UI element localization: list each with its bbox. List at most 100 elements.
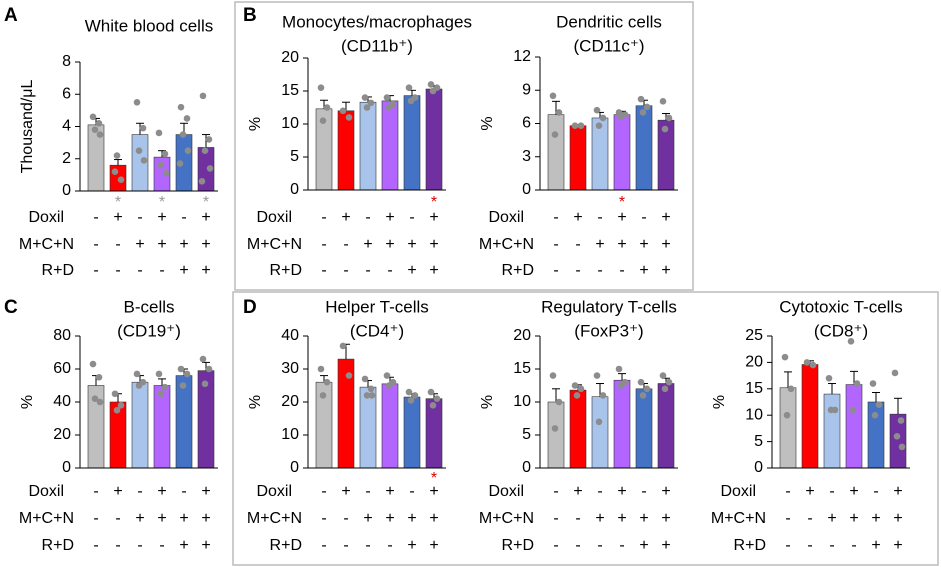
condition-label: M+C+N	[247, 510, 302, 527]
y-tick-label: 15	[513, 360, 531, 377]
data-point	[317, 84, 325, 91]
condition-sign: -	[409, 209, 414, 226]
condition-sign: -	[93, 537, 98, 554]
condition-sign: +	[385, 510, 394, 527]
bar	[153, 385, 171, 469]
chart-title: Cytotoxic T-cells	[779, 297, 902, 316]
condition-sign: -	[597, 209, 602, 226]
data-point	[599, 114, 607, 122]
condition-sign: +	[573, 209, 582, 226]
y-tick-label: 0	[290, 181, 299, 198]
condition-sign: -	[387, 262, 392, 279]
condition-sign: +	[639, 262, 648, 279]
data-point	[135, 382, 143, 389]
data-point	[201, 380, 209, 388]
data-point	[891, 369, 899, 377]
chart-title: Regulatory T-cells	[541, 297, 677, 316]
condition-sign: +	[429, 537, 438, 554]
y-tick-label: 0	[522, 459, 531, 476]
data-point	[639, 392, 647, 399]
data-point	[117, 176, 125, 184]
data-point	[433, 395, 441, 403]
data-point	[206, 165, 214, 172]
condition-sign: +	[893, 510, 902, 527]
bar	[337, 110, 355, 191]
condition-sign: -	[365, 262, 370, 279]
bar	[425, 88, 443, 191]
y-tick-label: 40	[53, 393, 71, 410]
condition-sign: -	[575, 510, 580, 527]
condition-label: Doxil	[28, 209, 64, 226]
panel-box	[232, 291, 939, 566]
y-tick-label: 5	[290, 148, 299, 165]
condition-label: R+D	[270, 537, 302, 554]
condition-sign: -	[321, 510, 326, 527]
data-point	[783, 411, 791, 419]
data-point	[897, 417, 905, 424]
data-point	[199, 355, 207, 363]
y-axis-label: %	[711, 395, 728, 409]
condition-sign: -	[321, 209, 326, 226]
condition-sign: +	[201, 510, 210, 527]
y-tick-label: 0	[290, 459, 299, 476]
y-tick-label: 9	[522, 81, 531, 98]
condition-sign: +	[871, 537, 880, 554]
condition-label: M+C+N	[479, 236, 534, 253]
data-point	[549, 92, 557, 100]
condition-label: R+D	[734, 537, 766, 554]
bar	[779, 387, 797, 469]
data-point	[853, 380, 861, 387]
data-point	[573, 392, 581, 399]
data-point	[875, 401, 883, 408]
condition-sign: -	[785, 537, 790, 554]
condition-sign: +	[871, 510, 880, 527]
condition-label: Doxil	[256, 483, 292, 500]
condition-sign: +	[573, 483, 582, 500]
data-point	[555, 398, 563, 406]
bar	[403, 396, 421, 469]
data-point	[429, 402, 437, 409]
y-tick-label: 15	[745, 380, 763, 397]
data-point	[133, 99, 141, 106]
condition-sign: -	[321, 537, 326, 554]
data-point	[140, 157, 148, 164]
condition-sign: +	[201, 209, 210, 226]
condition-sign: -	[641, 209, 646, 226]
condition-sign: +	[407, 537, 416, 554]
chart-title: (CD19⁺)	[117, 321, 181, 340]
condition-label: R+D	[270, 262, 302, 279]
condition-label: Doxil	[256, 209, 292, 226]
data-point	[323, 104, 331, 111]
data-point	[429, 87, 437, 95]
data-point	[781, 353, 789, 361]
y-tick-label: 15	[281, 82, 299, 99]
condition-sign: -	[365, 537, 370, 554]
condition-sign: -	[553, 209, 558, 226]
condition-sign: +	[849, 510, 858, 527]
condition-sign: -	[365, 209, 370, 226]
condition-sign: -	[553, 483, 558, 500]
y-tick-label: 20	[281, 393, 299, 410]
condition-sign: -	[321, 483, 326, 500]
data-point	[615, 365, 623, 373]
condition-sign: -	[785, 510, 790, 527]
data-point	[661, 385, 669, 393]
condition-label: R+D	[42, 537, 74, 554]
condition-sign: +	[617, 510, 626, 527]
condition-sign: -	[575, 236, 580, 253]
condition-sign: +	[179, 537, 188, 554]
bar	[131, 381, 149, 469]
y-tick-label: 20	[745, 354, 763, 371]
significance-star: *	[203, 194, 209, 211]
data-point	[201, 147, 209, 154]
y-tick-label: 12	[513, 48, 531, 65]
condition-sign: +	[661, 209, 670, 226]
data-point	[339, 107, 347, 115]
data-point	[577, 385, 585, 393]
bar	[569, 389, 587, 469]
panel-letter: B	[243, 5, 257, 26]
bar	[381, 100, 399, 191]
data-point	[323, 378, 331, 386]
condition-sign: +	[201, 483, 210, 500]
panel-letter: D	[243, 297, 257, 318]
